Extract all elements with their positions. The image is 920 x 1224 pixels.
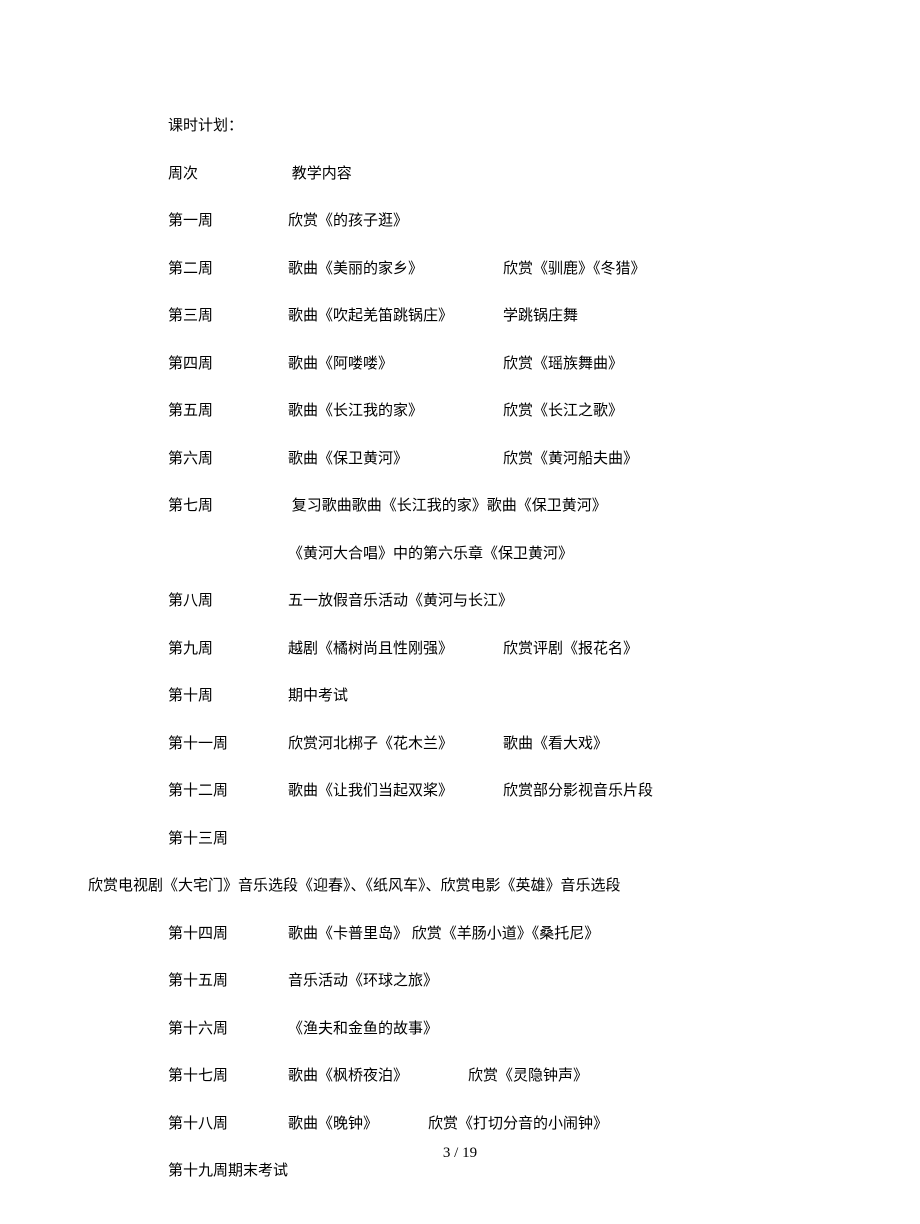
week-label: 第十三周 — [168, 828, 288, 851]
document-page: 课时计划： 周次 教学内容 第一周欣赏《的孩子逛》第二周歌曲《美丽的家乡》欣赏《… — [0, 0, 920, 1224]
schedule-row: 第十周期中考试 — [168, 685, 820, 708]
week-label: 第一周 — [168, 210, 288, 233]
content-a: 音乐活动《环球之旅》 — [288, 973, 438, 989]
content-b: 欣赏《打切分音的小闹钟》 — [428, 1113, 608, 1136]
content-a: 《渔夫和金鱼的故事》 — [288, 1021, 438, 1037]
content-a: 歌曲《长江我的家》 — [288, 400, 503, 423]
content-a: 歌曲《枫桥夜泊》 — [288, 1065, 468, 1088]
week-13-row: 第十三周 — [168, 828, 820, 851]
week-label: 第七周 — [168, 495, 288, 518]
header-content: 教学内容 — [292, 166, 352, 182]
title-row: 课时计划： — [168, 115, 820, 138]
week-19-text: 第十九周期末考试 — [168, 1163, 288, 1179]
content-a: 歌曲《保卫黄河》 — [288, 448, 503, 471]
week-label: 第十五周 — [168, 970, 288, 993]
content-b: 欣赏《长江之歌》 — [503, 400, 623, 423]
content-b: 欣赏《灵隐钟声》 — [468, 1065, 588, 1088]
content-a: 歌曲《美丽的家乡》 — [288, 258, 503, 281]
week-13-full-line: 欣赏电视剧《大宅门》音乐选段《迎春》、《纸风车》、欣赏电影《英雄》音乐选段 — [88, 875, 820, 898]
content-a: 歌曲《吹起羌笛跳锅庄》 — [288, 305, 503, 328]
schedule-row: 第六周歌曲《保卫黄河》欣赏《黄河船夫曲》 — [168, 448, 820, 471]
page-number: 3 / 19 — [443, 1145, 477, 1161]
week-label: 第五周 — [168, 400, 288, 423]
schedule-row: 第十四周歌曲《卡普里岛》 欣赏《羊肠小道》《桑托尼》 — [168, 923, 820, 946]
content-a: 欣赏《的孩子逛》 — [288, 213, 408, 229]
content-b: 欣赏《瑶族舞曲》 — [503, 353, 623, 376]
content-a: 歌曲《阿喽喽》 — [288, 353, 503, 376]
content-b: 欣赏评剧《报花名》 — [503, 638, 638, 661]
content-a: 复习歌曲歌曲《长江我的家》歌曲《保卫黄河》 — [292, 498, 607, 514]
content-b: 欣赏《黄河船夫曲》 — [503, 448, 638, 471]
content-a: 五一放假音乐活动《黄河与长江》 — [288, 593, 513, 609]
content-a: 歌曲《让我们当起双桨》 — [288, 780, 503, 803]
schedule-row: 第十二周歌曲《让我们当起双桨》欣赏部分影视音乐片段 — [168, 780, 820, 803]
content-b: 学跳锅庄舞 — [503, 305, 578, 328]
schedule-row: 第九周越剧《橘树尚且性刚强》欣赏评剧《报花名》 — [168, 638, 820, 661]
schedule-row: 第一周欣赏《的孩子逛》 — [168, 210, 820, 233]
content-b: 歌曲《看大戏》 — [503, 733, 608, 756]
schedule-row: 第八周五一放假音乐活动《黄河与长江》 — [168, 590, 820, 613]
schedule-row: 第十八周歌曲《晚钟》欣赏《打切分音的小闹钟》 — [168, 1113, 820, 1136]
schedule-row: 第十一周欣赏河北梆子《花木兰》歌曲《看大戏》 — [168, 733, 820, 756]
week-label: 第十六周 — [168, 1018, 288, 1041]
content-a: 期中考试 — [288, 688, 348, 704]
week-7-row: 第七周 复习歌曲歌曲《长江我的家》歌曲《保卫黄河》 — [168, 495, 820, 518]
content-a: 欣赏河北梆子《花木兰》 — [288, 733, 503, 756]
content-b: 欣赏《驯鹿》《冬猎》 — [503, 258, 646, 281]
week-label: 第六周 — [168, 448, 288, 471]
week-label: 第十一周 — [168, 733, 288, 756]
week-label: 第十周 — [168, 685, 288, 708]
week-7-continuation: 《黄河大合唱》中的第六乐章《保卫黄河》 — [168, 543, 820, 566]
header-row: 周次 教学内容 — [168, 163, 820, 186]
header-week: 周次 — [168, 163, 288, 186]
week-label: 第二周 — [168, 258, 288, 281]
week-label: 第四周 — [168, 353, 288, 376]
schedule-row: 第十五周音乐活动《环球之旅》 — [168, 970, 820, 993]
content-cont: 《黄河大合唱》中的第六乐章《保卫黄河》 — [288, 546, 573, 562]
week-label: 第九周 — [168, 638, 288, 661]
schedule-row: 第四周歌曲《阿喽喽》欣赏《瑶族舞曲》 — [168, 353, 820, 376]
content-full: 欣赏电视剧《大宅门》音乐选段《迎春》、《纸风车》、欣赏电影《英雄》音乐选段 — [88, 878, 621, 894]
week-label: 第八周 — [168, 590, 288, 613]
content-a: 歌曲《晚钟》 — [288, 1113, 428, 1136]
page-footer: 3 / 19 — [0, 1142, 920, 1165]
week-label: 第三周 — [168, 305, 288, 328]
week-label: 第十二周 — [168, 780, 288, 803]
schedule-row: 第二周歌曲《美丽的家乡》欣赏《驯鹿》《冬猎》 — [168, 258, 820, 281]
week-label: 第十七周 — [168, 1065, 288, 1088]
schedule-row: 第十六周《渔夫和金鱼的故事》 — [168, 1018, 820, 1041]
title: 课时计划： — [168, 118, 243, 134]
content-a: 歌曲《卡普里岛》 欣赏《羊肠小道》《桑托尼》 — [288, 926, 599, 942]
content-b: 欣赏部分影视音乐片段 — [503, 780, 653, 803]
content-a: 越剧《橘树尚且性刚强》 — [288, 638, 503, 661]
week-label: 第十四周 — [168, 923, 288, 946]
week-label: 第十八周 — [168, 1113, 288, 1136]
schedule-row: 第三周歌曲《吹起羌笛跳锅庄》学跳锅庄舞 — [168, 305, 820, 328]
schedule-row: 第十七周歌曲《枫桥夜泊》欣赏《灵隐钟声》 — [168, 1065, 820, 1088]
schedule-row: 第五周歌曲《长江我的家》欣赏《长江之歌》 — [168, 400, 820, 423]
